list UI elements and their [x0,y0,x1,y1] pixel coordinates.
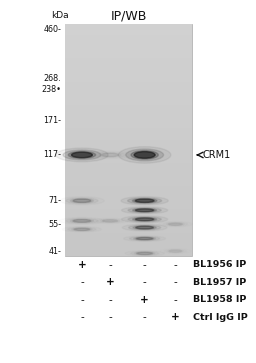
Ellipse shape [133,217,157,221]
Bar [65,24,192,256]
Ellipse shape [128,217,161,222]
Ellipse shape [103,220,118,222]
Bar [65,140,192,151]
Text: -: - [174,260,177,270]
Bar [65,82,192,93]
Ellipse shape [73,220,91,222]
Ellipse shape [70,199,93,203]
Bar [65,198,192,209]
Text: -: - [143,277,146,287]
Text: -: - [108,260,112,270]
Text: -: - [80,312,84,322]
Text: IP/WB: IP/WB [110,9,147,22]
Text: 460-: 460- [44,25,61,34]
Text: +: + [78,260,86,270]
Text: BL1956 IP: BL1956 IP [193,261,247,269]
Text: +: + [140,295,149,305]
Ellipse shape [71,152,92,158]
Text: -: - [174,277,177,287]
Bar [65,35,192,47]
Ellipse shape [134,152,155,158]
Bar [65,151,192,163]
Text: 117-: 117- [44,150,61,159]
Text: BL1957 IP: BL1957 IP [193,278,247,287]
Text: -: - [143,260,146,270]
Ellipse shape [132,199,157,203]
Ellipse shape [73,199,91,203]
Ellipse shape [128,198,162,204]
Ellipse shape [129,225,161,230]
Bar [65,47,192,58]
Ellipse shape [135,199,154,203]
Bar [65,233,192,244]
Text: 171-: 171- [44,115,61,125]
Text: +: + [171,312,180,322]
Ellipse shape [68,151,95,159]
Text: -: - [108,312,112,322]
Ellipse shape [135,209,154,212]
Bar [65,128,192,140]
Text: -: - [108,295,112,305]
Text: -: - [143,312,146,322]
Bar [65,24,192,35]
Ellipse shape [133,208,157,212]
Bar [65,175,192,186]
Ellipse shape [131,151,158,159]
Bar [65,93,192,105]
Bar [65,117,192,128]
Bar [65,244,192,256]
Ellipse shape [126,149,164,161]
Bar [65,209,192,221]
Bar [65,58,192,70]
Ellipse shape [134,237,156,240]
Ellipse shape [133,226,156,229]
Ellipse shape [168,223,182,225]
Text: -: - [174,295,177,305]
Text: +: + [106,277,114,287]
Bar [65,221,192,233]
Ellipse shape [136,226,154,229]
Text: CRM1: CRM1 [202,150,230,160]
Bar [65,163,192,175]
Text: Ctrl IgG IP: Ctrl IgG IP [193,313,248,322]
Ellipse shape [74,228,90,231]
Ellipse shape [135,218,154,221]
Text: 268.: 268. [44,74,61,83]
Ellipse shape [128,208,161,213]
Ellipse shape [136,237,153,240]
Ellipse shape [137,252,153,254]
Text: kDa: kDa [51,11,69,20]
Text: -: - [80,295,84,305]
Text: 238•: 238• [41,85,61,94]
Text: 55-: 55- [48,220,61,229]
Ellipse shape [118,147,171,163]
Text: 41-: 41- [49,246,61,256]
Ellipse shape [102,153,119,156]
Bar [65,186,192,198]
Text: -: - [80,277,84,287]
Bar [65,105,192,117]
Text: BL1958 IP: BL1958 IP [193,295,247,304]
Ellipse shape [63,150,101,160]
Bar [65,70,192,82]
Ellipse shape [56,148,108,162]
Text: 71-: 71- [48,196,61,205]
